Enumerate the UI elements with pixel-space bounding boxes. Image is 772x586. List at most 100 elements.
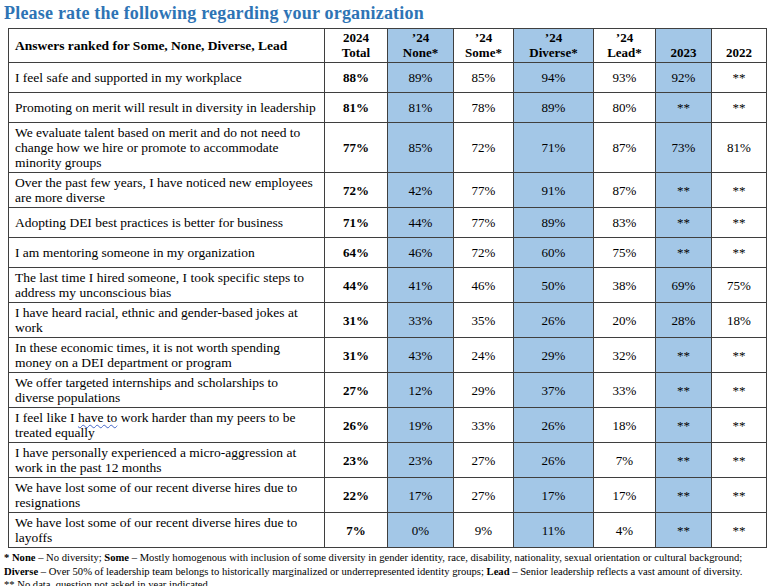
footnote-term: Some [104, 552, 129, 563]
value-cell: 27% [325, 373, 388, 408]
value-cell: 88% [325, 63, 388, 93]
answer-cell: I have personally experienced a micro-ag… [9, 443, 325, 478]
footnote-definitions: * None – No diversity; Some – Mostly hom… [4, 551, 770, 578]
value-cell: 81% [388, 93, 454, 123]
value-cell: 89% [514, 93, 594, 123]
value-cell: ** [656, 238, 712, 268]
value-cell: 72% [454, 238, 514, 268]
table-row: I am mentoring someone in my organizatio… [9, 238, 767, 268]
answer-cell: Over the past few years, I have noticed … [9, 173, 325, 208]
column-header-diverse: ’24Diverse* [514, 29, 594, 63]
value-cell: ** [656, 478, 712, 513]
value-cell: 33% [454, 408, 514, 443]
table-row: Adopting DEI best practices is better fo… [9, 208, 767, 238]
page-title: Please rate the following regarding your… [4, 1, 772, 25]
value-cell: 42% [388, 173, 454, 208]
footnotes: * None – No diversity; Some – Mostly hom… [4, 551, 770, 586]
value-cell: 27% [454, 443, 514, 478]
value-cell: 20% [594, 303, 656, 338]
value-cell: ** [656, 208, 712, 238]
value-cell: 80% [594, 93, 656, 123]
value-cell: ** [656, 373, 712, 408]
value-cell: ** [712, 408, 767, 443]
footnote-term: * None [4, 552, 36, 563]
value-cell: 91% [514, 173, 594, 208]
value-cell: 77% [454, 173, 514, 208]
value-cell: 44% [325, 268, 388, 303]
answer-cell: We have lost some of our recent diverse … [9, 478, 325, 513]
value-cell: 64% [325, 238, 388, 268]
value-cell: 72% [454, 123, 514, 173]
survey-results-table: Answers ranked for Some, None, Diverse, … [8, 28, 767, 548]
value-cell: 26% [514, 408, 594, 443]
value-cell: 69% [656, 268, 712, 303]
value-cell: 41% [388, 268, 454, 303]
value-cell: 78% [454, 93, 514, 123]
value-cell: 22% [325, 478, 388, 513]
value-cell: 87% [594, 173, 656, 208]
value-cell: 9% [454, 513, 514, 548]
answer-cell: We offer targeted internships and schola… [9, 373, 325, 408]
footnote-text: – Mostly homogenous with inclusion of so… [129, 552, 742, 563]
value-cell: 26% [514, 443, 594, 478]
value-cell: 93% [594, 63, 656, 93]
value-cell: 43% [388, 338, 454, 373]
value-cell: 28% [656, 303, 712, 338]
value-cell: 85% [388, 123, 454, 173]
table-row: Promoting on merit will result in divers… [9, 93, 767, 123]
footnote-text: – No diversity; [36, 552, 105, 563]
footnote-term: Diverse [4, 566, 38, 577]
value-cell: 75% [594, 238, 656, 268]
value-cell: ** [712, 238, 767, 268]
answers-column-header: Answers ranked for Some, None, Diverse, … [9, 29, 325, 63]
footnote-no-data: ** No data, question not asked in year i… [4, 578, 770, 586]
value-cell: 18% [594, 408, 656, 443]
value-cell: 44% [388, 208, 454, 238]
value-cell: 77% [325, 123, 388, 173]
value-cell: 71% [514, 123, 594, 173]
answer-cell: I feel safe and supported in my workplac… [9, 63, 325, 93]
value-cell: 29% [454, 373, 514, 408]
table-row: I feel safe and supported in my workplac… [9, 63, 767, 93]
table-row: I feel like I have to work harder than m… [9, 408, 767, 443]
value-cell: ** [712, 513, 767, 548]
table-header-row: Answers ranked for Some, None, Diverse, … [9, 29, 767, 63]
value-cell: 26% [514, 303, 594, 338]
value-cell: 19% [388, 408, 454, 443]
value-cell: 32% [594, 338, 656, 373]
value-cell: 24% [454, 338, 514, 373]
value-cell: 77% [454, 208, 514, 238]
value-cell: 72% [325, 173, 388, 208]
value-cell: ** [656, 173, 712, 208]
table-row: I have heard racial, ethnic and gender-b… [9, 303, 767, 338]
footnote-text: – Senior leadership reflects a vast amou… [510, 566, 743, 577]
value-cell: ** [712, 443, 767, 478]
column-header-2022: 2022 [712, 29, 767, 63]
value-cell: 46% [454, 268, 514, 303]
footnote-term: Lead [487, 566, 510, 577]
answer-cell: Promoting on merit will result in divers… [9, 93, 325, 123]
value-cell: 38% [594, 268, 656, 303]
value-cell: ** [656, 513, 712, 548]
column-header-2023: 2023 [656, 29, 712, 63]
value-cell: ** [712, 63, 767, 93]
value-cell: 37% [514, 373, 594, 408]
answer-cell: In these economic times, it is not worth… [9, 338, 325, 373]
value-cell: 94% [514, 63, 594, 93]
value-cell: 89% [514, 208, 594, 238]
answer-cell: We have lost some of our recent diverse … [9, 513, 325, 548]
value-cell: 83% [594, 208, 656, 238]
value-cell: 46% [388, 238, 454, 268]
value-cell: ** [712, 478, 767, 513]
table-row: We offer targeted internships and schola… [9, 373, 767, 408]
value-cell: ** [712, 93, 767, 123]
answer-cell: I feel like I have to work harder than m… [9, 408, 325, 443]
value-cell: 33% [388, 303, 454, 338]
table-row: I have personally experienced a micro-ag… [9, 443, 767, 478]
value-cell: 73% [656, 123, 712, 173]
value-cell: 50% [514, 268, 594, 303]
value-cell: 18% [712, 303, 767, 338]
footnote-text: – Over 50% of leadership team belongs to… [38, 566, 486, 577]
value-cell: 92% [656, 63, 712, 93]
value-cell: 4% [594, 513, 656, 548]
